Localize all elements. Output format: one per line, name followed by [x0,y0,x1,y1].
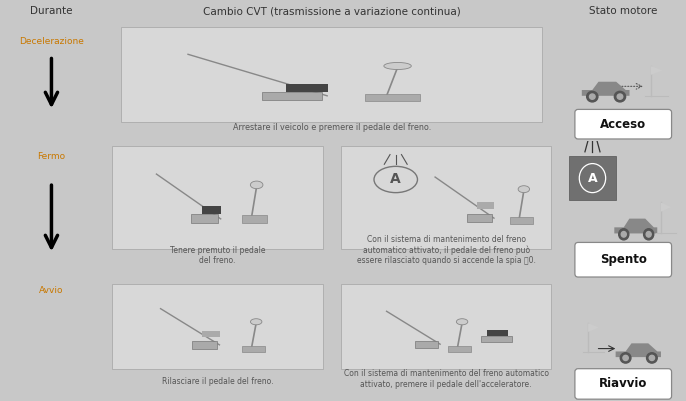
FancyBboxPatch shape [569,156,616,200]
Polygon shape [615,219,657,233]
Polygon shape [588,323,599,332]
FancyBboxPatch shape [466,214,492,222]
FancyBboxPatch shape [510,217,533,224]
Circle shape [623,355,628,360]
Text: Acceso: Acceso [600,117,646,131]
FancyBboxPatch shape [202,330,220,337]
Circle shape [587,91,598,102]
FancyBboxPatch shape [241,215,267,223]
Text: Decelerazione: Decelerazione [19,36,84,46]
Text: Cambio CVT (trasmissione a variazione continua): Cambio CVT (trasmissione a variazione co… [203,6,460,16]
FancyBboxPatch shape [112,284,322,369]
FancyBboxPatch shape [487,330,508,336]
FancyBboxPatch shape [242,346,265,352]
Text: Arrestare il veicolo e premere il pedale del freno.: Arrestare il veicolo e premere il pedale… [233,124,431,132]
Text: Spento: Spento [600,253,647,266]
Circle shape [649,355,654,360]
Circle shape [646,231,651,237]
FancyBboxPatch shape [191,214,218,223]
Circle shape [619,229,629,240]
Text: Con il sistema di mantenimento del freno automatico
attivato, premere il pedale : Con il sistema di mantenimento del freno… [344,369,549,389]
FancyBboxPatch shape [365,94,420,101]
Circle shape [617,94,623,99]
FancyBboxPatch shape [341,146,552,249]
Circle shape [250,319,262,325]
FancyBboxPatch shape [575,109,672,139]
Circle shape [646,353,657,363]
Circle shape [615,91,626,102]
Text: Fermo: Fermo [38,152,65,161]
FancyBboxPatch shape [112,146,322,249]
FancyBboxPatch shape [121,27,542,122]
Text: Riavvio: Riavvio [599,377,648,391]
Text: Avvio: Avvio [39,286,64,296]
FancyBboxPatch shape [415,341,438,348]
FancyBboxPatch shape [477,202,494,209]
FancyBboxPatch shape [575,243,672,277]
Circle shape [518,186,530,192]
FancyBboxPatch shape [482,336,512,342]
Text: A: A [588,172,598,184]
Text: A: A [390,172,401,186]
Circle shape [643,229,654,240]
Circle shape [250,181,263,189]
Circle shape [620,353,631,363]
Polygon shape [615,343,661,357]
FancyBboxPatch shape [202,206,221,214]
FancyBboxPatch shape [449,346,471,352]
FancyBboxPatch shape [341,284,552,369]
Text: Rilasciare il pedale del freno.: Rilasciare il pedale del freno. [161,377,273,387]
Polygon shape [661,203,671,212]
FancyBboxPatch shape [192,341,217,348]
Text: Durante: Durante [30,6,73,16]
Circle shape [456,319,468,325]
Polygon shape [651,66,662,75]
Circle shape [384,63,412,69]
Circle shape [589,94,595,99]
Text: Tenere premuto il pedale
del freno.: Tenere premuto il pedale del freno. [169,246,265,265]
Text: Con il sistema di mantenimento del freno
automatico attivato, il pedale del fren: Con il sistema di mantenimento del freno… [357,235,536,265]
Circle shape [622,231,626,237]
Text: Stato motore: Stato motore [589,6,657,16]
FancyBboxPatch shape [575,369,672,399]
Polygon shape [582,82,630,96]
FancyBboxPatch shape [286,84,328,91]
FancyBboxPatch shape [262,91,322,100]
